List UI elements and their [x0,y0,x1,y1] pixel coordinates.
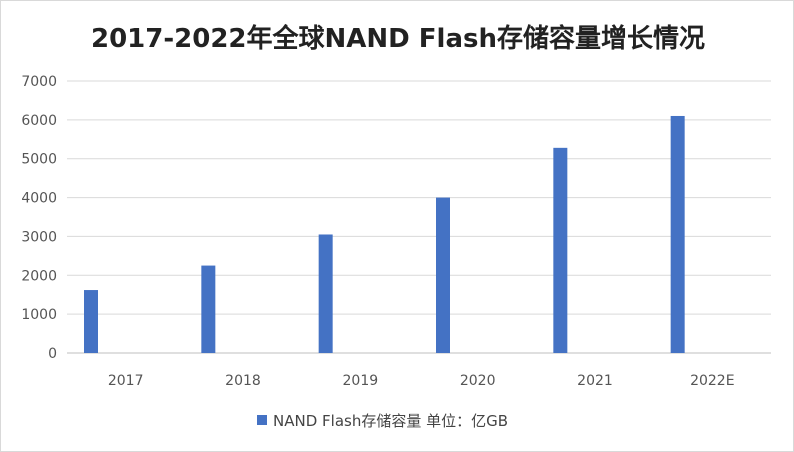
bar-2022E [670,115,685,353]
legend-swatch [257,415,267,425]
bar-2019 [318,234,333,353]
bar-series [84,115,685,353]
legend-label: NAND Flash存储容量 单位：亿GB [273,412,508,430]
y-tick-label: 4000 [21,191,57,207]
y-tick-label: 6000 [21,113,57,129]
y-tick-label: 7000 [21,74,57,90]
y-tick-label: 0 [48,346,57,362]
bar-2017 [84,290,98,353]
x-tick-label: 2019 [343,373,379,389]
chart-title: 2017-2022年全球NAND Flash存储容量增长情况 [91,23,705,54]
x-tick-label: 2021 [577,373,613,389]
gridlines [67,80,771,354]
y-tick-label: 1000 [21,307,57,323]
y-tick-label: 2000 [21,268,57,284]
y-tick-label: 3000 [21,229,57,245]
legend: NAND Flash存储容量 单位：亿GB [257,412,508,430]
bar-2021 [553,147,568,353]
bar-2018 [201,265,216,353]
x-axis-ticks: 2017 2018 2019 2020 2021 2022E [108,373,735,389]
y-tick-label: 5000 [21,152,57,168]
bar-2020 [436,197,450,353]
x-tick-label: 2018 [225,373,261,389]
x-tick-label: 2022E [690,373,734,389]
y-axis-ticks: 0 1000 2000 3000 4000 5000 6000 7000 [21,74,57,362]
x-tick-label: 2017 [108,373,144,389]
x-tick-label: 2020 [460,373,496,389]
